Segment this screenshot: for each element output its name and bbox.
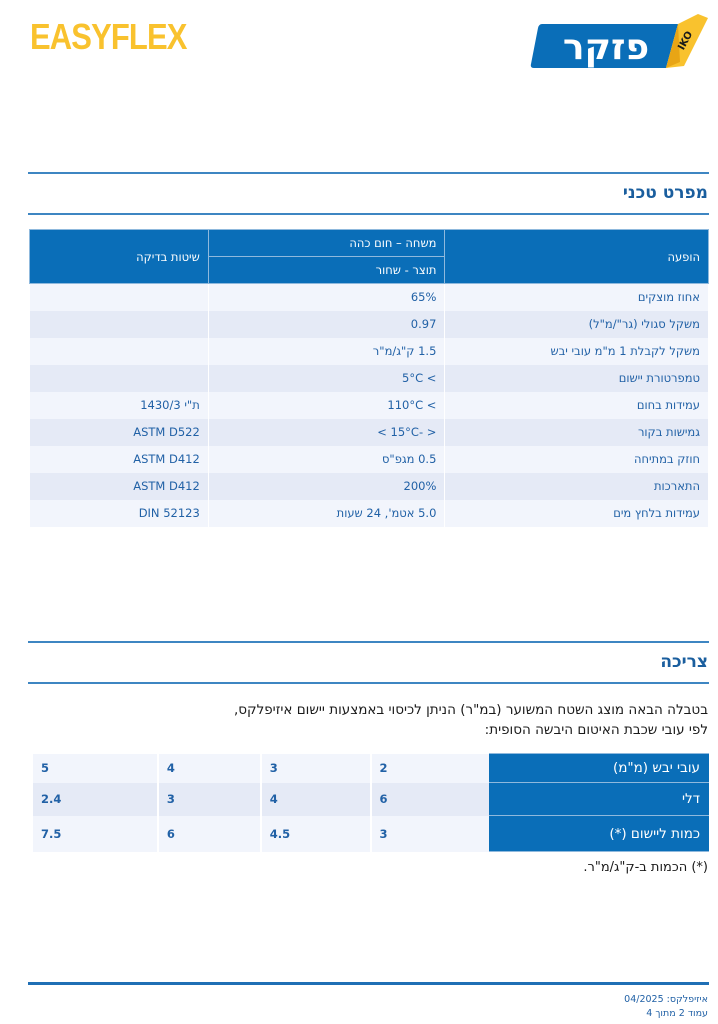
cell-value: 4 (259, 782, 371, 816)
cell-property: גמישות בקור (444, 418, 709, 446)
row-label: דלי (489, 782, 709, 816)
table-row: טמפרטורת יישום > 5°C (29, 364, 709, 392)
cell-property: חוזק במתיחה (444, 445, 709, 473)
consumption-table: עובי יבש (מ"מ) 2 3 4 5 דלי 6 4 3 2.4 כמו… (31, 753, 709, 852)
header-property: הופעה (444, 229, 709, 284)
cell-value: > 110°C (207, 391, 446, 419)
cell-value: 3 (156, 782, 261, 816)
cell-value: 6 (369, 782, 490, 816)
company-logo: פזקר IKO (528, 12, 712, 72)
pazkar-logo-icon: פזקר IKO (530, 14, 708, 68)
intro-line-2: לפי עובי שכבת האיטום היבשה הסופית: (484, 722, 708, 738)
logo-text: פזקר (563, 27, 649, 68)
cell-value: 0.97 (207, 310, 446, 338)
cell-value: 200% (207, 472, 446, 500)
cell-property: טמפרטורת יישום (444, 364, 709, 392)
table-row: עובי יבש (מ"מ) 2 3 4 5 (31, 753, 709, 783)
table-row: משקל לקבלת 1 מ"מ עובי יבש 1.5 ק"ג/מ"ר (29, 337, 709, 365)
table-row: משקל סגולי (גר"/מ"ל) 0.97 (29, 310, 709, 338)
product-title: EASYFLEX (30, 16, 187, 57)
table-row: עמידות בלחץ מים 5.0 אטמ', 24 שעות DIN 52… (29, 499, 709, 527)
section-divider-top (28, 641, 709, 643)
cell-property: משקל לקבלת 1 מ"מ עובי יבש (444, 337, 709, 365)
spec-section-title: מפרט טכני (622, 183, 708, 203)
cell-method (29, 310, 209, 338)
cell-property: עמידות בחום (444, 391, 709, 419)
table-row: התארכות 200% ASTM D412 (29, 472, 709, 500)
cell-value: 7.5 (31, 815, 158, 852)
cell-method: ת"י 1430/3 (29, 391, 209, 419)
consumption-section-title: צריכה (660, 652, 708, 672)
page-footer: איזיפלקס: 04/2025 עמוד 2 מתוך 4 (624, 993, 708, 1021)
section-divider-top (28, 172, 709, 174)
footnote: (*) הכמות ב-ק"ג/מ"ר. (583, 860, 708, 875)
table-row: גמישות בקור < -15°C > ASTM D522 (29, 418, 709, 446)
cell-value: 4.5 (259, 815, 371, 852)
cell-method: ASTM D412 (29, 472, 209, 500)
intro-line-1: בטבלה הבאה מוצג השטח המשוער (במ"ר) הניתן… (233, 702, 708, 718)
cell-method (29, 364, 209, 392)
cell-method (29, 283, 209, 311)
cell-value: < -15°C > (207, 418, 446, 446)
header-value-top: משחה – חום כהה (207, 229, 446, 257)
cell-method: ASTM D412 (29, 445, 209, 473)
cell-value: 3 (369, 815, 490, 852)
cell-property: משקל סגולי (גר"/מ"ל) (444, 310, 709, 338)
cell-value: 5 (31, 753, 158, 783)
header-value-bottom: תוצר - שחור (207, 256, 446, 284)
cell-value: 0.5 מגפ"ס (207, 445, 446, 473)
cell-value: 2.4 (31, 782, 158, 816)
cell-value: 3 (259, 753, 371, 783)
footer-divider (28, 982, 709, 985)
spec-table: הופעה משחה – חום כהה שיטות בדיקה תוצר - … (29, 229, 709, 527)
section-divider-bottom (28, 682, 709, 684)
table-row: אחוז מוצקים 65% (29, 283, 709, 311)
cell-value: 4 (156, 753, 261, 783)
cell-method: DIN 52123 (29, 499, 209, 527)
cell-value: 5.0 אטמ', 24 שעות (207, 499, 446, 527)
cell-value: 2 (369, 753, 490, 783)
cell-value: 6 (156, 815, 261, 852)
cell-value: 65% (207, 283, 446, 311)
row-label: עובי יבש (מ"מ) (489, 753, 709, 783)
header-method: שיטות בדיקה (29, 229, 209, 284)
cell-value: > 5°C (207, 364, 446, 392)
cell-value: 1.5 ק"ג/מ"ר (207, 337, 446, 365)
footer-doc-date: איזיפלקס: 04/2025 (624, 994, 708, 1005)
table-row: חוזק במתיחה 0.5 מגפ"ס ASTM D412 (29, 445, 709, 473)
cell-property: התארכות (444, 472, 709, 500)
consumption-intro: בטבלה הבאה מוצג השטח המשוער (במ"ר) הניתן… (28, 700, 708, 740)
cell-method (29, 337, 209, 365)
table-row: כמות ליישום (*) 3 4.5 6 7.5 (31, 815, 709, 852)
cell-property: עמידות בלחץ מים (444, 499, 709, 527)
table-row: דלי 6 4 3 2.4 (31, 782, 709, 816)
footer-page-number: עמוד 2 מתוך 4 (646, 1008, 708, 1019)
table-row: עמידות בחום > 110°C ת"י 1430/3 (29, 391, 709, 419)
section-divider-bottom (28, 213, 709, 215)
cell-method: ASTM D522 (29, 418, 209, 446)
cell-property: אחוז מוצקים (444, 283, 709, 311)
row-label: כמות ליישום (*) (489, 815, 709, 852)
